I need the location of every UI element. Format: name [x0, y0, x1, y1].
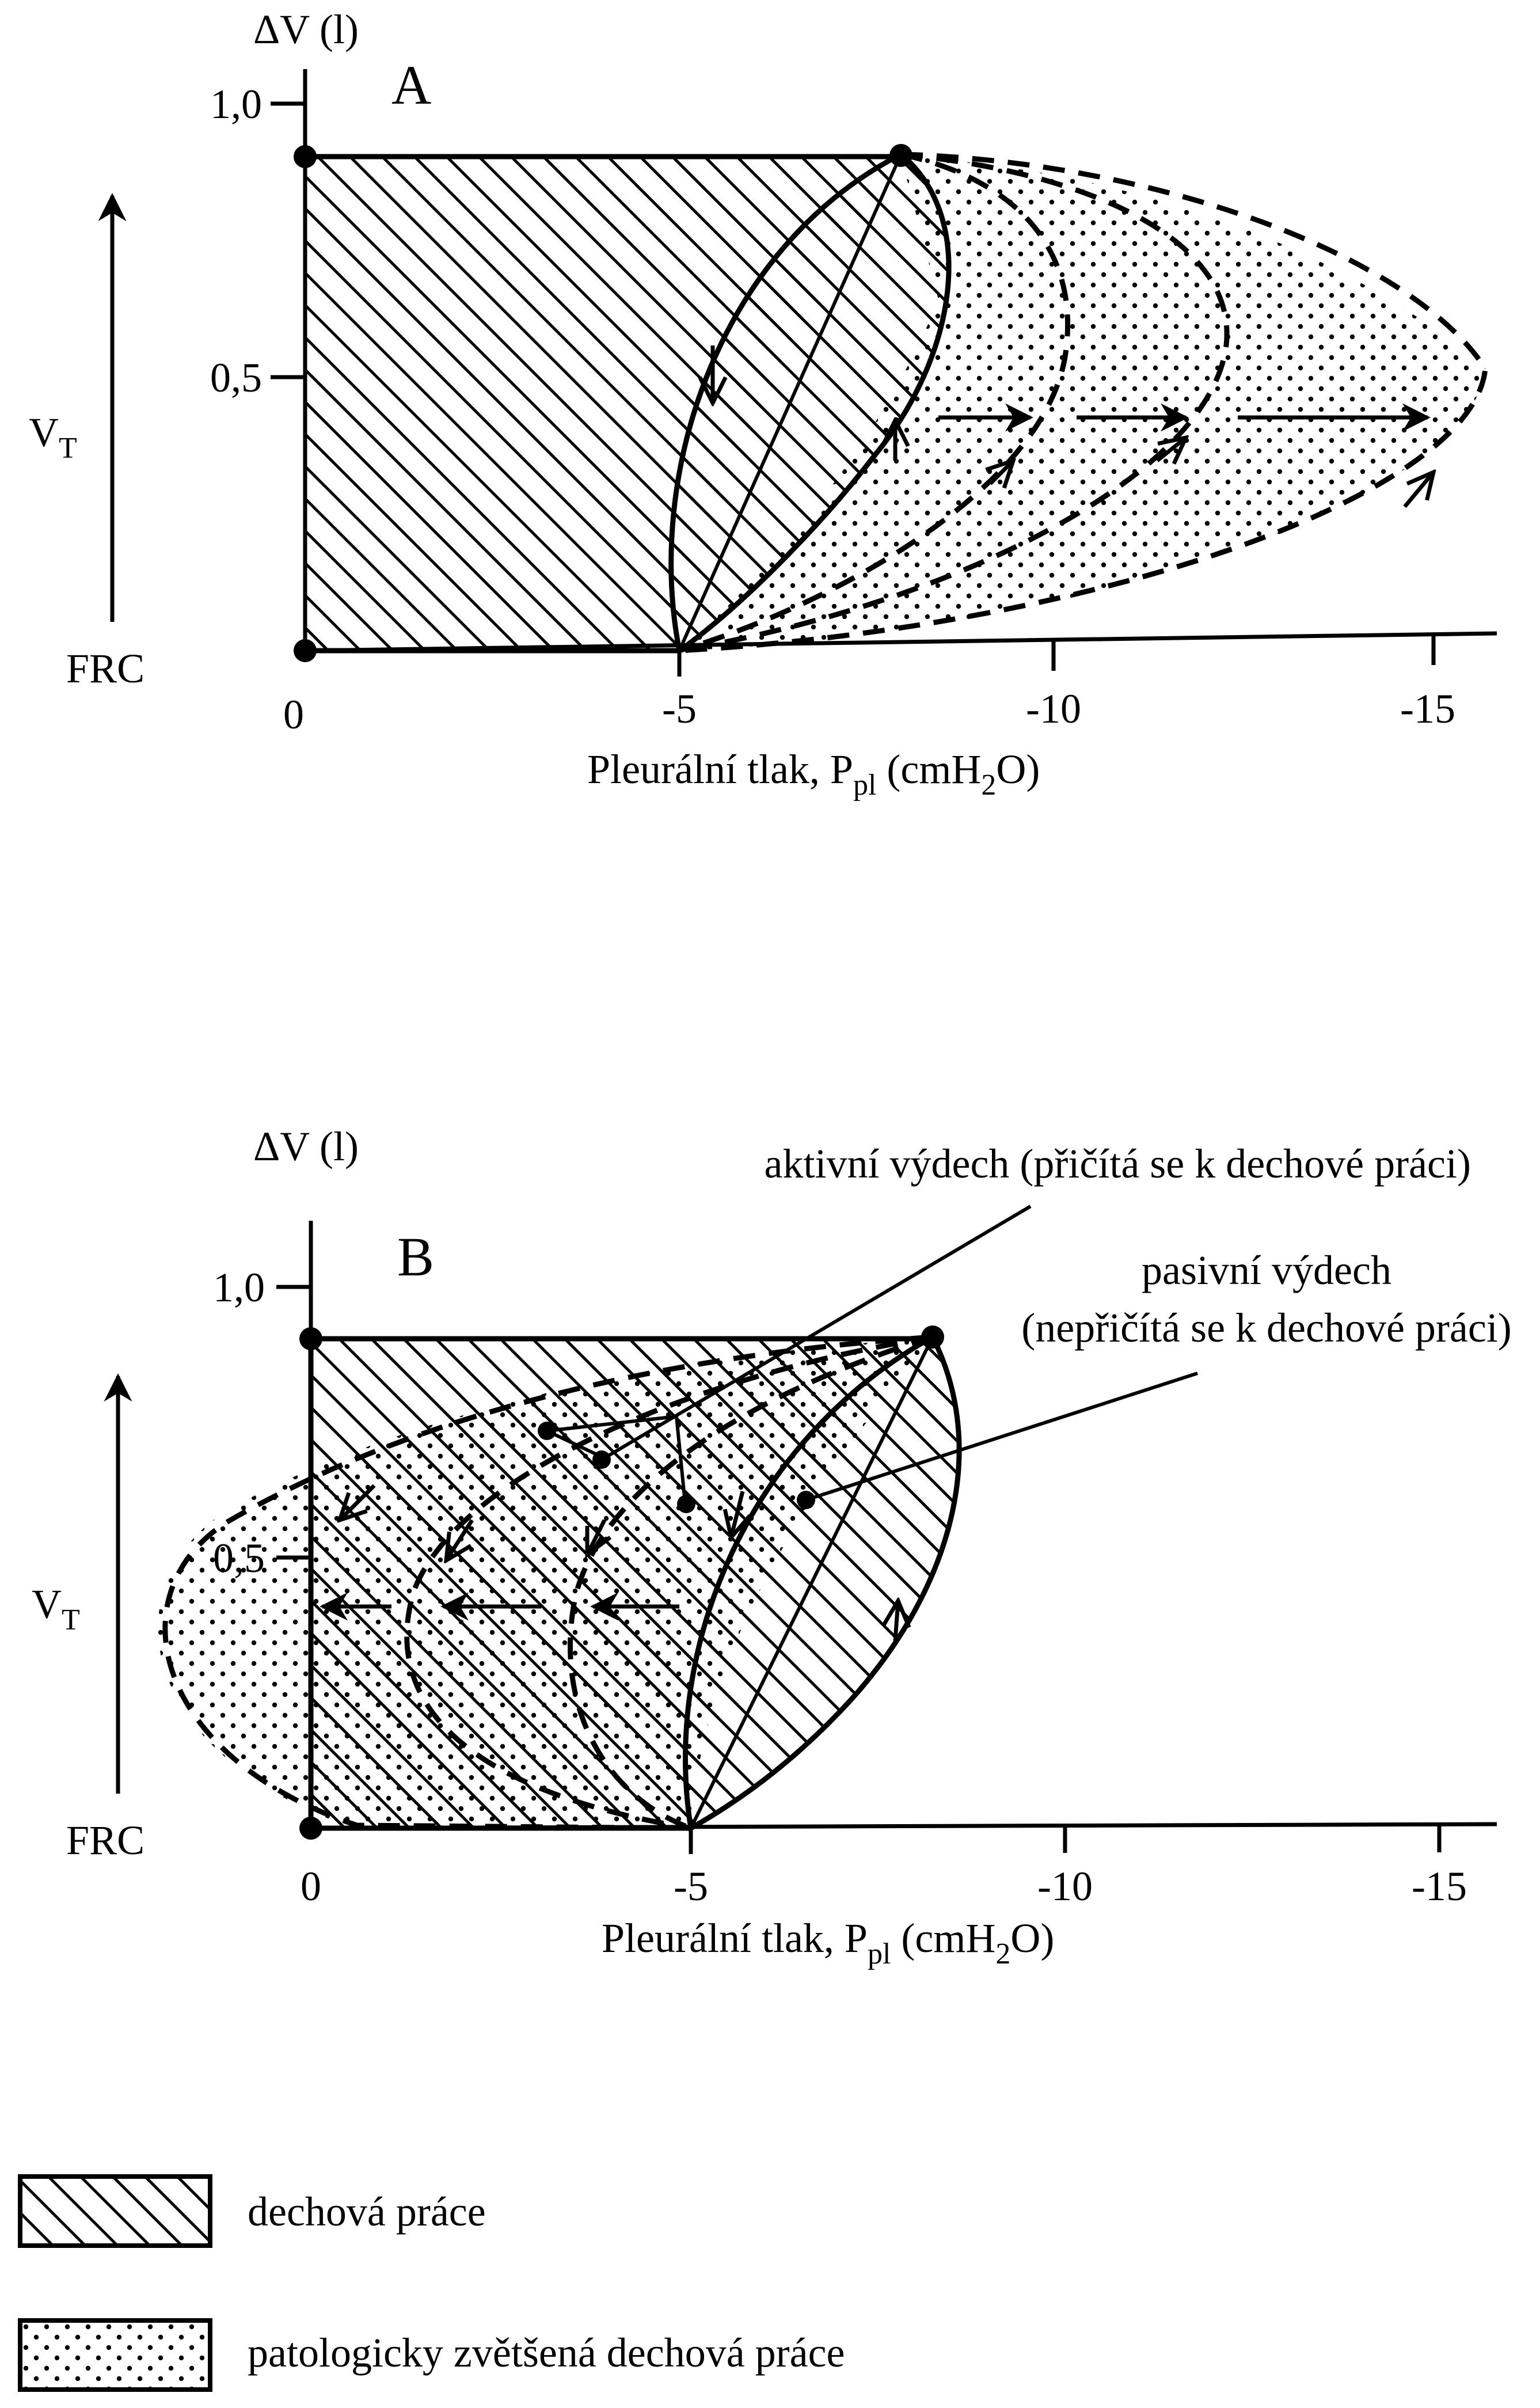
panel-b-loop-arrow-up [895, 1601, 898, 1642]
panel-a-x-tick-label-0: 0 [283, 692, 304, 738]
panel-b-annotation-active: aktivní výdech (přičítá se k dechové prá… [765, 1141, 1471, 1187]
panel-a-x-axis [305, 631, 1497, 653]
panel-a-dash-arrow-1 [990, 461, 1013, 484]
panel-a-dashed-loop-mid [679, 151, 1230, 654]
panel-b-point-top-right [921, 1325, 944, 1349]
panel-b-breath-loop [683, 1333, 962, 1833]
panel-a-vt-label: VT [29, 409, 77, 465]
panel-a-y-tick-label-1: 1,0 [210, 81, 262, 127]
panel-a-x-tick-label-5: -5 [662, 686, 697, 732]
panel-b-x-tick-label-15: -15 [1412, 1863, 1467, 1909]
panel-b-frc-label: FRC [66, 1817, 145, 1863]
legend-dots-label: patologicky zvětšená dechová práce [248, 2330, 845, 2376]
panel-b-dashed-loop-inner [568, 1334, 934, 1831]
panel-b-y-tick-label-05: 0,5 [213, 1535, 265, 1581]
panel-a-x-tick-label-15: -15 [1400, 686, 1455, 732]
panel-b-letter: B [397, 1226, 434, 1287]
panel-a-x-tick-label-10: -10 [1026, 686, 1081, 732]
panel-b-x-tick-label-0: 0 [301, 1863, 321, 1909]
panel-a: A ΔV (l) 1,0 0,5 0 -5 -10 -15 VT FRC Ple… [29, 6, 1497, 802]
panel-b-point-top-left [299, 1327, 322, 1350]
panel-a-dashed-loop-outer [679, 151, 1488, 654]
legend-hatch-label: dechová práce [248, 2189, 486, 2235]
panel-a-dashed-loop-inner [678, 151, 1070, 654]
panel-b: B ΔV (l) 1,0 0,5 0 -5 -10 -15 VT FRC Ple… [32, 1123, 1512, 1970]
panel-a-hatched-region [305, 157, 901, 651]
panel-b-marker-dot-1 [538, 1422, 556, 1440]
panel-b-loop-arrow-down [731, 1491, 743, 1537]
panel-a-y-axis-label: ΔV (l) [253, 6, 359, 52]
panel-a-breath-loop [668, 151, 952, 655]
panel-b-compliance-line [689, 1336, 934, 1829]
panel-b-y-tick-label-1: 1,0 [213, 1264, 265, 1311]
panel-b-leader-passive [805, 1372, 1198, 1502]
panel-a-point-top-right [889, 144, 912, 167]
panel-a-x-axis-label: Pleurální tlak, Ppl (cmH2O) [587, 746, 1040, 802]
panel-b-point-origin [299, 1817, 322, 1840]
panel-b-y-axis-label: ΔV (l) [253, 1123, 359, 1169]
panel-b-marker-dot-3 [677, 1495, 695, 1513]
panel-b-annotation-passive-1: pasivní výdech [1142, 1247, 1391, 1293]
panel-b-dash-arrow-1 [340, 1484, 376, 1520]
panel-a-letter: A [391, 54, 431, 116]
panel-b-annotation-passive-2: (nepřičítá se k dechové práci) [1021, 1305, 1512, 1351]
legend-dots-swatch [18, 2318, 212, 2392]
panel-a-frc-label: FRC [66, 645, 145, 692]
panel-b-vt-label: VT [32, 1581, 80, 1636]
panel-b-dash-arrow-3 [587, 1519, 604, 1555]
panel-a-dash-arrow-3 [1403, 472, 1433, 508]
panel-b-dashed-loop-outer [162, 1334, 933, 1831]
panel-b-dash-arrow-2 [446, 1519, 474, 1560]
panel-a-compliance-line [678, 153, 903, 652]
panel-b-x-tick-label-10: -10 [1037, 1863, 1093, 1909]
panel-b-x-axis-label: Pleurální tlak, Ppl (cmH2O) [602, 1915, 1054, 1970]
panel-a-point-top-left [294, 145, 317, 168]
legend-hatch-swatch [18, 2174, 212, 2248]
panel-b-x-axis [310, 1822, 1497, 1830]
legend: dechová práce patologicky zvětšená decho… [18, 2174, 845, 2392]
panel-b-hatched-region [311, 1339, 933, 1828]
panel-a-dash-arrow-2 [1155, 438, 1186, 461]
panel-b-x-tick-label-5: -5 [674, 1863, 708, 1909]
panel-a-point-origin [294, 639, 317, 662]
panel-b-leader-active [600, 1205, 1032, 1461]
panel-a-y-tick-label-05: 0,5 [210, 355, 262, 401]
